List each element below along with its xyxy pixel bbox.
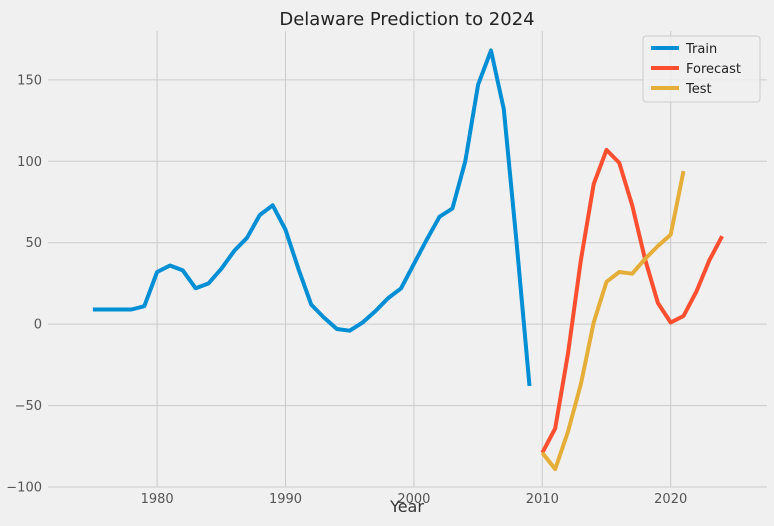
y-tick-label: −100 [6, 481, 42, 496]
y-tick-label: −50 [15, 399, 42, 414]
legend-label-train: Train [685, 42, 717, 57]
series-line-train [92, 48, 532, 387]
x-tick-label: 1980 [141, 492, 174, 507]
tick-labels: 1980 1990 2000 2010 2020 −100 −50 0 50 100 150 [6, 73, 687, 507]
series-line-forecast [540, 147, 724, 454]
y-tick-label: 0 [34, 318, 42, 333]
x-tick-label: 2020 [654, 492, 687, 507]
legend: Train Forecast Test [642, 35, 761, 103]
x-tick-label: 1990 [269, 492, 302, 507]
series-line-test [540, 170, 686, 472]
y-tick-label: 50 [25, 236, 42, 251]
x-tick-label: 2000 [397, 492, 430, 507]
y-tick-label: 150 [17, 73, 42, 88]
legend-label-test: Test [685, 82, 712, 97]
series-lines [92, 48, 724, 472]
chart-title: Delaware Prediction to 2024 [279, 9, 534, 30]
legend-label-forecast: Forecast [686, 62, 741, 77]
x-tick-label: 2010 [526, 492, 559, 507]
legend-box [642, 35, 761, 103]
x-axis-label: Year [389, 497, 424, 516]
y-tick-label: 100 [17, 155, 42, 170]
